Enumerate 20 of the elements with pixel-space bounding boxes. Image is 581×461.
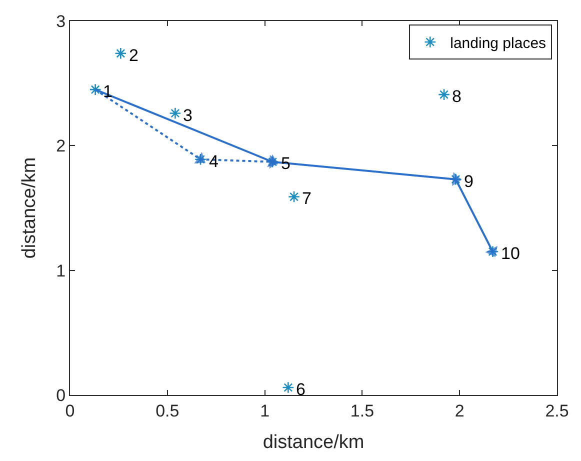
y-axis-title: distance/km — [18, 157, 40, 259]
annotation: 10 — [501, 244, 520, 263]
y-tick-label: 1 — [56, 261, 66, 280]
annotation: 2 — [129, 46, 138, 65]
annotation: 9 — [464, 172, 474, 191]
annotation: 4 — [209, 152, 218, 171]
annotation: 6 — [296, 380, 306, 399]
legend-label: landing places — [450, 34, 546, 52]
x-tick-label: 2 — [454, 401, 464, 420]
x-axis-title: distance/km — [262, 432, 364, 454]
y-tick-label: 3 — [56, 12, 66, 31]
x-tick-label: 0.5 — [156, 401, 180, 420]
x-tick-label: 1 — [260, 401, 270, 420]
y-tick-label: 0 — [56, 386, 66, 405]
annotation: 8 — [452, 87, 462, 106]
x-tick-label: 2.5 — [545, 401, 569, 420]
annotation: 7 — [302, 189, 312, 208]
x-tick-label: 1.5 — [350, 401, 374, 420]
y-tick-label: 2 — [56, 136, 66, 156]
annotation: 3 — [183, 106, 192, 125]
